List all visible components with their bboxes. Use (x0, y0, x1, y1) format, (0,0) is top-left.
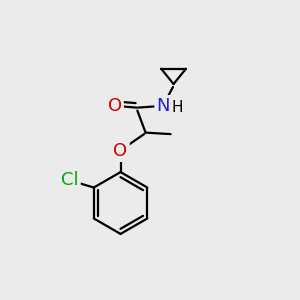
Text: O: O (108, 97, 122, 115)
Text: O: O (113, 142, 128, 160)
Text: Cl: Cl (61, 171, 79, 189)
Text: H: H (172, 100, 183, 115)
Text: N: N (157, 97, 170, 115)
